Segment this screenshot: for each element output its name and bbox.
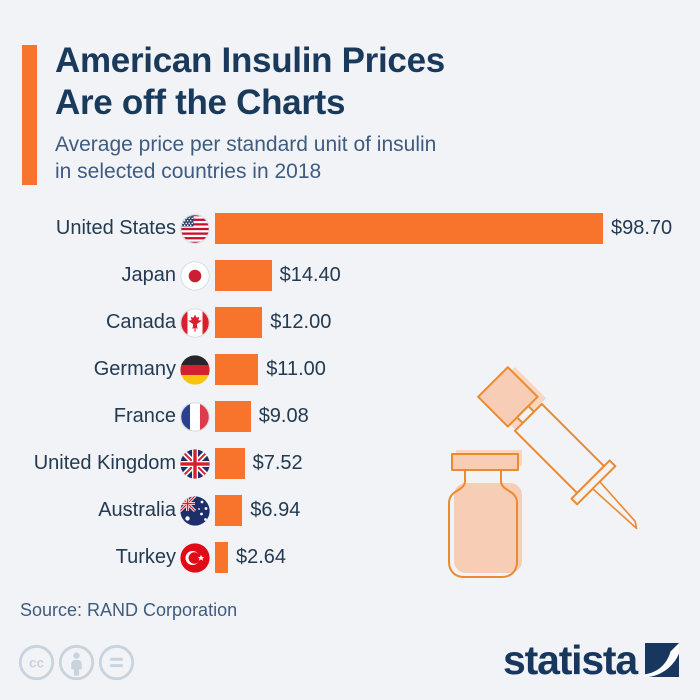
flag-canada [180, 307, 210, 338]
bar [215, 448, 245, 479]
value-label: $11.00 [266, 358, 326, 380]
value-label: $98.70 [611, 217, 673, 239]
country-label: Germany [93, 358, 176, 380]
flag-united-kingdom [180, 448, 210, 479]
bar [215, 213, 603, 244]
svg-text:cc: cc [29, 656, 45, 671]
bar-row: United States $98.70 [12, 205, 692, 252]
bar-row: Turkey $2.64 [12, 534, 692, 581]
subtitle-line-2: in selected countries in 2018 [55, 160, 322, 183]
flag-japan [180, 260, 210, 291]
country-label: Canada [105, 311, 176, 333]
bar-row: Canada $12.00 [12, 299, 692, 346]
value-label: $9.08 [258, 405, 309, 427]
syringe-vial-illustration [448, 366, 638, 578]
statista-logo[interactable]: statista [503, 637, 679, 683]
flag-turkey [180, 542, 210, 573]
value-label: $2.64 [236, 546, 287, 568]
value-label: $6.94 [250, 499, 301, 521]
flag-united-states [180, 213, 210, 244]
attribution-icon[interactable] [58, 644, 95, 681]
bar-chart: United States $98.70 Japan $14.40 Canada… [12, 205, 692, 581]
country-label: Turkey [115, 546, 176, 568]
bar [215, 354, 259, 385]
license-icons: cc [18, 644, 135, 681]
bar-row: France $9.08 [12, 393, 692, 440]
source-text: Source: RAND Corporation [20, 600, 238, 620]
nd-icon[interactable] [98, 644, 135, 681]
statista-mark-icon [645, 643, 679, 677]
title-line-2: Are off the Charts [55, 83, 346, 122]
insulin-vial-icon [448, 450, 522, 578]
cc-icon[interactable]: cc [18, 644, 55, 681]
subtitle: Average price per standard unit of insul… [55, 131, 436, 185]
syringe-icon [477, 366, 638, 530]
flag-australia [180, 495, 210, 526]
bar [215, 401, 251, 432]
subtitle-line-1: Average price per standard unit of insul… [55, 133, 437, 156]
flag-france [180, 401, 210, 432]
country-label: United States [55, 217, 176, 239]
bar-row: United Kingdom $7.52 [12, 440, 692, 487]
bar-row: Australia $6.94 [12, 487, 692, 534]
country-label: United Kingdom [33, 452, 176, 474]
bar [215, 495, 243, 526]
bar-row: Germany $11.00 [12, 346, 692, 393]
bar-row: Japan $14.40 [12, 252, 692, 299]
value-label: $14.40 [279, 264, 341, 286]
country-label: Japan [121, 264, 177, 286]
page-title: American Insulin Prices Are off the Char… [55, 40, 445, 124]
value-label: $12.00 [270, 311, 332, 333]
bar [215, 307, 263, 338]
value-label: $7.52 [252, 452, 303, 474]
title-accent-bar [22, 45, 37, 185]
country-label: Australia [98, 499, 176, 521]
bar [215, 542, 228, 573]
flag-germany [180, 354, 210, 385]
statista-wordmark: statista [503, 637, 638, 683]
title-line-1: American Insulin Prices [55, 41, 445, 80]
country-label: France [113, 405, 176, 427]
bar [215, 260, 272, 291]
